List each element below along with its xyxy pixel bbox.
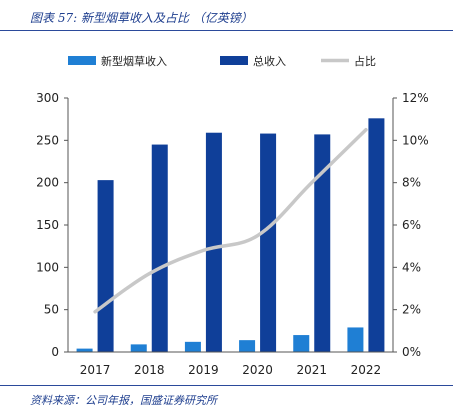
legend-swatch — [68, 56, 96, 65]
right-tick-label: 0% — [402, 345, 421, 359]
legend-swatch — [220, 56, 248, 65]
left-tick-label: 50 — [44, 303, 59, 317]
x-tick-label: 2021 — [296, 363, 327, 377]
legend-share: 占比 — [321, 54, 376, 68]
right-tick-label: 4% — [402, 260, 421, 274]
right-tick-label: 10% — [402, 133, 429, 147]
left-tick-label: 150 — [36, 218, 59, 232]
legend-label: 总收入 — [253, 54, 286, 68]
legend-new-tobacco: 新型烟草收入 — [68, 54, 167, 68]
legend: 新型烟草收入 总收入 占比 — [68, 54, 376, 68]
bottom-rule — [0, 385, 453, 386]
x-tick-label: 2017 — [80, 363, 111, 377]
left-axis: 0 50 100 150 200 250 300 — [36, 91, 69, 359]
x-tick-label: 2018 — [134, 363, 165, 377]
left-tick-label: 0 — [51, 345, 59, 359]
total-revenue-bar — [205, 132, 222, 352]
bars — [76, 118, 385, 352]
total-revenue-bar — [97, 180, 114, 352]
total-revenue-bar — [314, 134, 331, 352]
right-tick-label: 2% — [402, 303, 421, 317]
new-tobacco-revenue-bar — [76, 348, 93, 352]
right-tick-label: 12% — [402, 91, 429, 105]
left-tick-label: 300 — [36, 91, 59, 105]
figure-caption: 图表 57: 新型烟草收入及占比 （亿英镑） — [30, 11, 253, 25]
right-axis: 0% 2% 4% 6% 8% 10% 12% — [392, 91, 429, 359]
legend-total-revenue: 总收入 — [220, 54, 286, 68]
share-line-path — [93, 128, 368, 314]
left-tick-label: 200 — [36, 176, 59, 190]
total-revenue-bar — [151, 144, 168, 352]
right-tick-label: 8% — [402, 176, 421, 190]
x-tick-label: 2020 — [242, 363, 273, 377]
x-axis: 2017 2018 2019 2020 2021 2022 — [68, 351, 393, 377]
new-tobacco-revenue-bar — [293, 335, 310, 352]
legend-label: 占比 — [354, 54, 376, 68]
left-tick-label: 100 — [36, 260, 59, 274]
right-tick-label: 6% — [402, 218, 421, 232]
new-tobacco-revenue-bar — [184, 341, 201, 352]
share-line — [93, 128, 368, 314]
x-tick-label: 2019 — [188, 363, 219, 377]
legend-label: 新型烟草收入 — [101, 54, 167, 68]
new-tobacco-revenue-bar — [347, 327, 364, 352]
total-revenue-bar — [260, 133, 277, 352]
top-rule — [0, 30, 453, 31]
new-tobacco-revenue-bar — [130, 344, 147, 352]
total-revenue-bar — [368, 118, 385, 352]
source-note: 资料来源：公司年报，国盛证券研究所 — [30, 394, 217, 407]
new-tobacco-revenue-bar — [239, 340, 256, 352]
x-tick-label: 2022 — [351, 363, 382, 377]
left-tick-label: 250 — [36, 133, 59, 147]
